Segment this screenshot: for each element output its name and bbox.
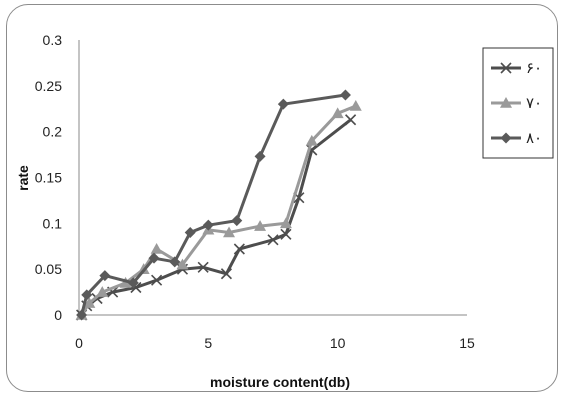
y-tick-label: 0.05 (35, 261, 62, 277)
legend-marker (500, 132, 512, 144)
legend-label: ۷۰ (526, 95, 542, 112)
series-2 (75, 100, 362, 320)
legend-item: ۷۰ (491, 95, 542, 112)
x-tick-label: 5 (204, 335, 212, 351)
data-point (223, 226, 236, 238)
data-point (277, 98, 289, 110)
data-point (339, 89, 351, 101)
data-point (169, 256, 181, 268)
data-point (76, 309, 88, 321)
legend-marker (500, 62, 512, 74)
data-point (127, 277, 139, 289)
legend: ۶۰ ۷۰ ۸۰ (482, 47, 554, 159)
chart-frame (6, 4, 558, 392)
axes (78, 40, 467, 316)
y-tick-label: 0.2 (43, 124, 63, 140)
data-point (99, 270, 111, 282)
series-group (75, 89, 362, 321)
series-3 (76, 89, 351, 321)
x-tick-label: 15 (459, 335, 475, 351)
legend-marker (500, 97, 512, 108)
data-point (331, 107, 344, 119)
series-line (80, 104, 357, 316)
data-point (349, 100, 362, 111)
data-point (231, 215, 243, 227)
y-tick-label: 0 (54, 307, 62, 323)
data-point (279, 217, 292, 229)
y-tick-label: 0.1 (43, 215, 63, 231)
data-point (267, 234, 279, 246)
data-point (220, 268, 233, 280)
data-point (96, 286, 109, 297)
data-point (254, 150, 266, 162)
data-point (280, 228, 292, 240)
x-tick-label: 10 (330, 335, 346, 351)
data-point (197, 261, 209, 273)
data-point (305, 134, 318, 146)
x-axis-title: moisture content(db) (210, 374, 350, 390)
legend-item: ۸۰ (491, 130, 542, 147)
y-tick-label: 0.15 (35, 170, 62, 186)
data-point (345, 114, 357, 126)
legend-item: ۶۰ (491, 60, 542, 77)
data-point (202, 219, 214, 231)
legend-label: ۸۰ (526, 130, 542, 147)
x-tick-labels: 0 5 10 15 (75, 335, 475, 351)
y-tick-labels: 0 0.05 0.1 0.15 0.2 0.25 0.3 (35, 32, 62, 323)
y-tick-label: 0.3 (43, 32, 63, 48)
y-tick-label: 0.25 (35, 78, 62, 94)
x-tick-label: 0 (75, 335, 83, 351)
data-point (81, 289, 93, 301)
data-point (150, 243, 163, 254)
data-point (184, 227, 196, 238)
data-point (83, 297, 96, 308)
data-point (148, 252, 160, 264)
data-point (254, 220, 267, 231)
series-line (80, 93, 346, 316)
legend-label: ۶۰ (526, 60, 542, 77)
data-point (233, 243, 245, 255)
data-point (151, 274, 163, 286)
data-point (176, 258, 189, 270)
y-axis-title: rate (15, 165, 31, 191)
